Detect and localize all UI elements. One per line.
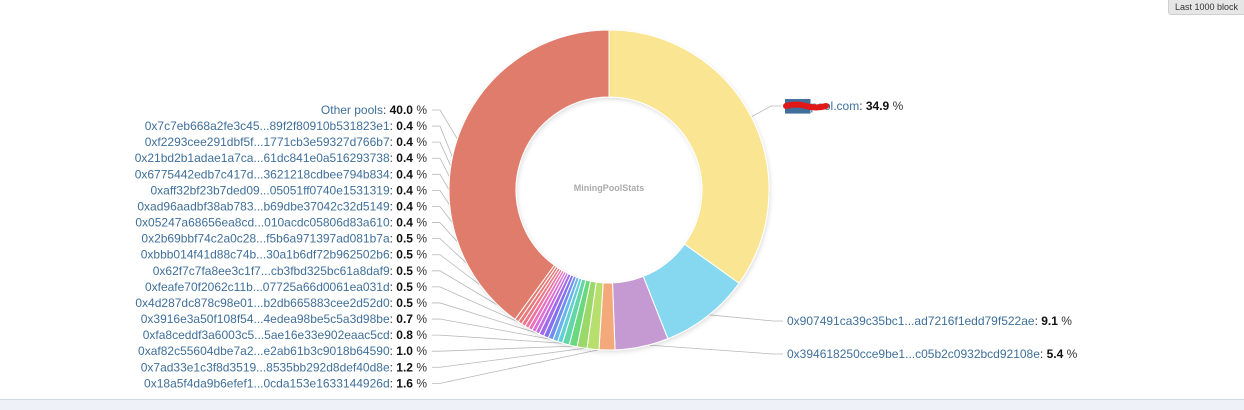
data-label-0x05247a68656ea8cd-010acdc05806d83a610[interactable]: 0x05247a68656ea8cd...010acdc05806d83a610…	[135, 216, 427, 230]
slice-other-pools[interactable]	[448, 29, 610, 321]
data-label-0x3916e3a50f108f54-4edea98be5c5a3d98be[interactable]: 0x3916e3a50f108f54...4edea98be5c5a3d98be…	[141, 312, 428, 326]
data-label-0xad96aadbf38ab783-b69dbe37042c32d5149[interactable]: 0xad96aadbf38ab783...b69dbe37042c32d5149…	[137, 199, 427, 213]
leader-line	[432, 302, 561, 341]
data-label-0x18a5f4da9b6efef1-0cda153e1633144926d[interactable]: 0x18a5f4da9b6efef1...0cda153e1633144926d…	[144, 376, 427, 390]
range-badge[interactable]: Last 1000 block	[1167, 0, 1244, 15]
center-label: MiningPoolStats	[574, 183, 645, 193]
leader-line	[432, 334, 574, 345]
leader-line	[641, 344, 783, 355]
data-label-0xaff32bf23b7ded09-05051ff0740e1531319[interactable]: 0xaff32bf23b7ded09...05051ff0740e1531319…	[150, 183, 427, 197]
data-label-0xaf82c55604dbe7a2-e2ab61b3c9018b64590[interactable]: 0xaf82c55604dbe7a2...e2ab61b3c9018b64590…	[138, 344, 427, 358]
leader-line	[432, 109, 460, 142]
data-label-0x907491ca39c35bc1-ad7216f1edd79f522ae[interactable]: 0x907491ca39c35bc1...ad7216f1edd79f522ae…	[787, 314, 1072, 328]
leader-line	[432, 345, 583, 352]
slice-pool-com[interactable]	[608, 29, 770, 284]
redaction-mark	[783, 101, 829, 111]
pool-distribution-donut-chart: MiningPoolStats ███pool.com: 34.9 %0x907…	[135, 29, 1078, 390]
data-label-0x62f7c7fa8ee3c1f7-cb3fbd325bc61a8daf9[interactable]: 0x62f7c7fa8ee3c1f7...cb3fbd325bc61a8daf9…	[153, 264, 428, 278]
leader-line	[432, 346, 594, 368]
leader-line	[432, 318, 567, 343]
data-label-0x394618250cce9be1-c05b2c0932bcd92108e[interactable]: 0x394618250cce9be1...c05b2c0932bcd92108e…	[787, 347, 1078, 361]
data-label-0x7ad33e1c3f8d3519-8535bb292d8def40d8e[interactable]: 0x7ad33e1c3f8d3519...8535bb292d8def40d8e…	[141, 360, 428, 374]
data-label-0x4d287dc878c98e01-b2db665883cee2d52d0[interactable]: 0x4d287dc878c98e01...b2db665883cee2d52d0…	[135, 296, 427, 310]
leader-line	[432, 347, 608, 384]
data-label-0xfeafe70f2062c11b-07725a66d0061ea031d[interactable]: 0xfeafe70f2062c11b...07725a66d0061ea031d…	[145, 280, 427, 294]
leader-line	[749, 105, 781, 119]
data-label-0x21bd2b1adae1a7ca-61dc841e0a516293738[interactable]: 0x21bd2b1adae1a7ca...61dc841e0a516293738…	[135, 151, 428, 165]
data-label-0xfa8ceddf3a6003c5-5ae16e33e902eaac5cd[interactable]: 0xfa8ceddf3a6003c5...5ae16e33e902eaac5cd…	[143, 328, 428, 342]
data-label-0x2b69bbf74c2a0c28-f5b6a971397ad081b7a[interactable]: 0x2b69bbf74c2a0c28...f5b6a971397ad081b7a…	[141, 232, 427, 246]
bottom-scroll-bar	[0, 399, 1244, 410]
data-label-0xf2293cee291dbf5f-1771cb3e59327d766b7[interactable]: 0xf2293cee291dbf5f...1771cb3e59327d766b7…	[145, 135, 428, 149]
data-label-0x7c7eb668a2fe3c45-89f2f80910b531823e1[interactable]: 0x7c7eb668a2fe3c45...89f2f80910b531823e1…	[145, 119, 428, 133]
data-label-0x6775442edb7c417d-3621218cdbee794b834[interactable]: 0x6775442edb7c417d...3621218cdbee794b834…	[135, 167, 428, 181]
leader-line	[706, 314, 783, 322]
data-label-0xbbb014f41d88c74b-30a1b6df72b962502b6[interactable]: 0xbbb014f41d88c74b...30a1b6df72b962502b6…	[141, 248, 428, 262]
data-label-other-pools[interactable]: Other pools: 40.0 %	[321, 103, 427, 117]
